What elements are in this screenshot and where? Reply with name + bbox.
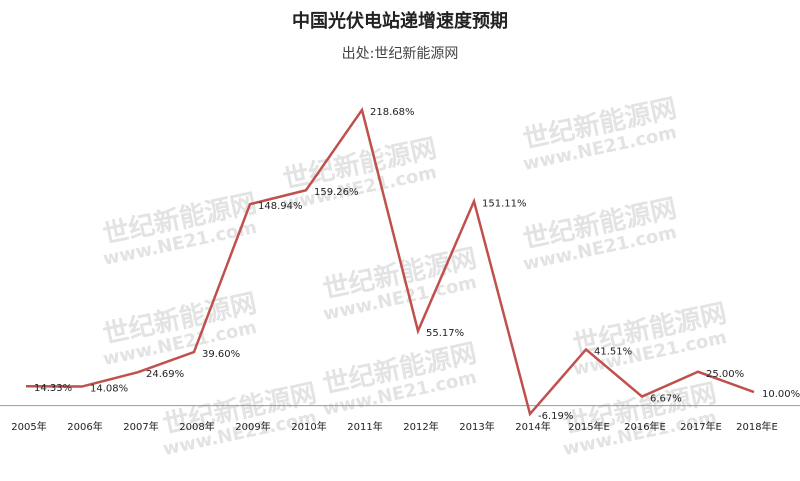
x-tick-label: 2008年	[179, 420, 214, 433]
data-label: 148.94%	[258, 201, 303, 212]
x-tick-label: 2012年	[403, 420, 438, 433]
x-tick-label: 2017年E	[680, 420, 722, 433]
x-tick-label: 2006年	[67, 420, 102, 433]
x-tick-label: 2015年E	[568, 420, 610, 433]
data-label: 55.17%	[426, 328, 464, 339]
data-label: 25.00%	[706, 369, 744, 380]
data-line	[25, 106, 755, 417]
x-tick-label: 2010年	[291, 420, 326, 433]
x-tick-label: 2009年	[235, 420, 270, 433]
chart-subtitle: 出处:世纪新能源网	[342, 46, 459, 62]
data-label: 24.69%	[146, 369, 184, 380]
data-label: 151.11%	[482, 198, 527, 209]
data-label: 14.33%	[34, 383, 72, 394]
data-label: 14.08%	[90, 384, 128, 395]
x-tick-label: 2011年	[347, 420, 382, 433]
data-label: -6.19%	[538, 411, 573, 422]
x-tick-label: 2016年E	[624, 420, 666, 433]
x-tick-label: 2018年E	[736, 420, 778, 433]
x-tick-label: 2013年	[459, 420, 494, 433]
chart-title: 中国光伏电站递增速度预期	[292, 10, 508, 32]
data-label: 10.00%	[762, 389, 800, 400]
data-label: 218.68%	[370, 107, 415, 118]
data-label: 159.26%	[314, 187, 359, 198]
data-label: 39.60%	[202, 349, 240, 360]
x-tick-label: 2007年	[123, 420, 158, 433]
x-tick-label: 2014年	[515, 420, 550, 433]
x-tick-label: 2005年	[11, 420, 46, 433]
data-label: 41.51%	[594, 346, 632, 357]
data-label: 6.67%	[650, 394, 682, 405]
